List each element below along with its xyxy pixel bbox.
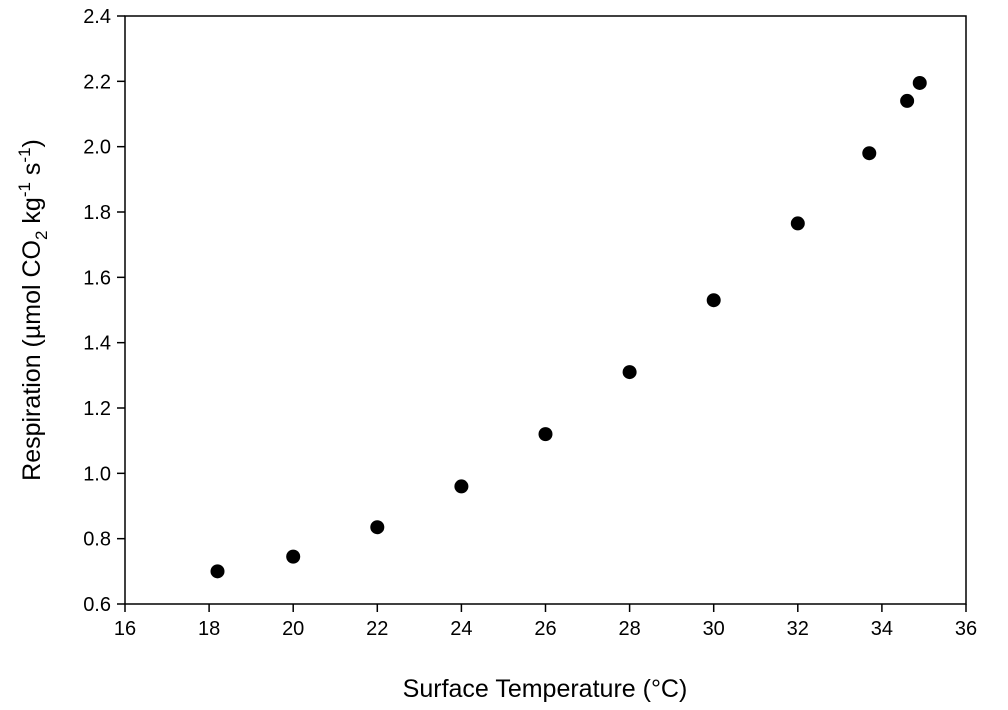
- y-tick-label: 1.4: [83, 333, 111, 355]
- y-axis-title-part: s: [18, 163, 46, 182]
- x-tick-label: 32: [787, 618, 809, 640]
- y-axis-title-superscript: -1: [15, 182, 34, 197]
- y-tick-label: 2.4: [83, 6, 111, 28]
- y-tick-label: 1.6: [83, 267, 111, 289]
- x-tick-label: 18: [198, 618, 220, 640]
- y-axis-title-subscript: 2: [32, 231, 51, 240]
- data-point: [790, 216, 805, 231]
- data-point: [862, 146, 877, 161]
- data-point: [912, 75, 927, 90]
- y-tick-label: 1.8: [83, 202, 111, 224]
- y-tick-label: 2.0: [83, 137, 111, 159]
- y-axis-title: Respiration (µmol CO2 kg-1 s-1): [15, 139, 51, 481]
- y-tick-label: 0.8: [83, 529, 111, 551]
- x-axis-title: Surface Temperature (°C): [403, 675, 688, 703]
- y-tick-label: 2.2: [83, 71, 111, 93]
- x-tick-label: 36: [955, 618, 977, 640]
- data-point: [622, 365, 637, 380]
- y-axis-title-part: kg: [18, 197, 46, 230]
- data-point: [706, 293, 721, 308]
- plot-frame: [124, 15, 967, 605]
- x-tick-label: 28: [618, 618, 640, 640]
- x-tick-label: 20: [282, 618, 304, 640]
- x-tick-label: 30: [703, 618, 725, 640]
- x-tick-label: 24: [450, 618, 472, 640]
- data-point: [210, 564, 225, 579]
- x-axis: 16 18 20 22 24 26 28 30 32 34 36: [114, 604, 977, 640]
- data-point: [538, 427, 553, 442]
- y-tick-label: 1.2: [83, 398, 111, 420]
- data-point: [900, 93, 915, 108]
- x-tick-label: 22: [366, 618, 388, 640]
- y-tick-label: 1.0: [83, 463, 111, 485]
- y-tick-label: 0.6: [83, 594, 111, 616]
- data-points: [210, 75, 927, 579]
- data-point: [370, 520, 385, 535]
- x-tick-label: 26: [534, 618, 556, 640]
- y-axis-title-part: ): [18, 139, 46, 147]
- data-point: [286, 549, 301, 564]
- data-point: [454, 479, 469, 494]
- y-axis: 0.6 0.8 1.0 1.2 1.4 1.6 1.8 2.0 2.2 2.4: [83, 6, 125, 616]
- x-tick-label: 34: [871, 618, 893, 640]
- y-axis-title-superscript: -1: [15, 147, 34, 162]
- x-tick-label: 16: [114, 618, 136, 640]
- y-axis-title-part: Respiration (µmol CO: [18, 240, 46, 481]
